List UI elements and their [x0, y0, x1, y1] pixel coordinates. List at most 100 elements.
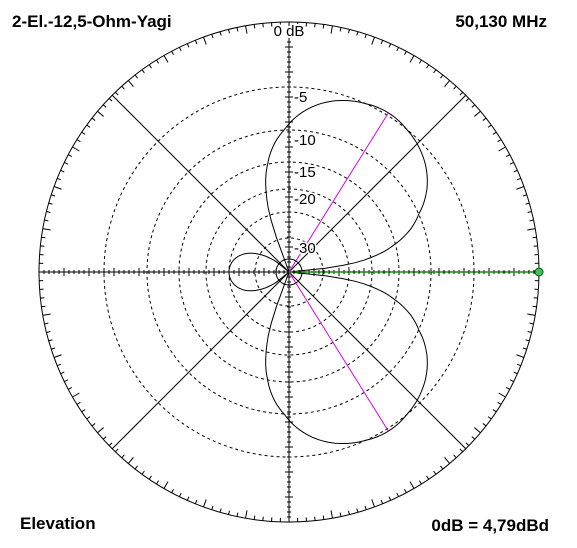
outer-tick — [41, 236, 46, 239]
outer-tick — [86, 124, 91, 128]
outer-tick — [498, 392, 506, 398]
outer-tick — [163, 55, 169, 63]
outer-tick — [529, 219, 534, 222]
outer-tick — [141, 69, 145, 74]
outer-tick — [516, 186, 525, 190]
outer-tick — [76, 139, 81, 143]
outer-tick — [253, 515, 256, 520]
outer-tick — [121, 454, 125, 459]
outer-tick — [474, 427, 481, 434]
outer-tick — [228, 510, 230, 515]
outer-tick — [487, 124, 492, 128]
outer-tick — [57, 363, 62, 367]
outer-tick — [178, 492, 182, 497]
outer-tick — [525, 339, 530, 342]
outer-tick — [380, 40, 384, 45]
outer-tick — [459, 91, 464, 96]
outer-tick — [163, 481, 169, 489]
outer-tick — [516, 354, 525, 358]
outer-tick — [203, 36, 207, 45]
reference-label: 0dB = 4,79dBd — [431, 516, 549, 535]
outer-tick — [364, 34, 367, 39]
outer-tick — [60, 371, 65, 375]
outer-tick — [444, 80, 451, 87]
outer-tick — [76, 401, 81, 405]
outer-tick — [51, 194, 56, 197]
outer-tick — [348, 29, 350, 34]
ring-label-2: -10 — [294, 132, 316, 149]
outer-tick — [64, 161, 69, 165]
outer-tick — [68, 154, 73, 157]
outer-tick — [64, 379, 69, 383]
outer-tick — [513, 371, 518, 375]
outer-tick — [426, 475, 430, 480]
outer-tick — [194, 40, 198, 45]
outer-tick — [219, 31, 222, 36]
outer-tick — [505, 154, 510, 157]
outer-tick — [516, 363, 521, 367]
outer-tick — [453, 454, 457, 459]
outer-tick — [171, 51, 174, 56]
outer-tick — [72, 146, 80, 152]
outer-tick — [453, 85, 457, 90]
outer-tick — [522, 194, 527, 197]
outer-tick — [41, 305, 46, 308]
outer-tick — [53, 186, 62, 190]
outer-tick — [44, 219, 49, 222]
outer-tick — [396, 47, 400, 52]
outer-tick — [141, 470, 145, 475]
outer-tick — [465, 97, 470, 102]
outer-tick — [108, 442, 113, 447]
outer-tick — [134, 465, 138, 470]
outer-tick — [245, 25, 248, 34]
outer-tick — [102, 436, 107, 440]
ring-label-1: -5 — [294, 89, 307, 106]
outer-tick — [186, 496, 190, 501]
antenna-title: 2-El.-12,5-Ohm-Yagi — [12, 12, 172, 31]
outer-tick — [396, 492, 400, 497]
outer-tick — [108, 97, 113, 102]
outer-tick — [178, 47, 182, 52]
outer-tick — [60, 169, 65, 173]
ring-label-3: -15 — [294, 164, 316, 181]
outer-tick — [471, 104, 476, 108]
outer-tick — [527, 228, 536, 231]
outer-tick — [330, 25, 333, 34]
outer-tick — [51, 347, 56, 350]
outer-tick — [72, 392, 80, 398]
outer-tick — [53, 354, 62, 358]
outer-tick — [46, 211, 51, 213]
outer-tick — [44, 322, 49, 325]
outer-tick — [236, 27, 239, 32]
outer-tick — [81, 409, 86, 413]
outer-tick — [465, 442, 470, 447]
outer-tick — [440, 465, 444, 470]
outer-tick — [114, 448, 119, 453]
outer-tick — [114, 91, 119, 96]
outer-tick — [404, 51, 407, 56]
outer-tick — [487, 416, 492, 420]
outer-tick — [525, 202, 530, 205]
outer-tick — [97, 427, 104, 434]
outer-tick — [371, 499, 375, 508]
outer-tick — [203, 499, 207, 508]
beam-marker-0 — [288, 112, 389, 273]
outer-tick — [426, 64, 430, 69]
outer-tick — [127, 80, 134, 87]
outer-tick — [527, 313, 536, 316]
outer-tick — [148, 64, 152, 69]
outer-tick — [48, 202, 53, 205]
outer-tick — [322, 515, 325, 520]
outer-tick — [513, 169, 518, 173]
outer-tick — [380, 499, 384, 504]
outer-tick — [156, 480, 160, 485]
outer-tick — [440, 74, 444, 79]
ring-label-4: -20 — [294, 191, 316, 208]
outer-tick — [42, 228, 51, 231]
outer-tick — [236, 512, 239, 517]
outer-tick — [81, 131, 86, 135]
outer-tick — [497, 401, 502, 405]
outer-tick — [371, 36, 375, 45]
outer-tick — [91, 117, 96, 121]
